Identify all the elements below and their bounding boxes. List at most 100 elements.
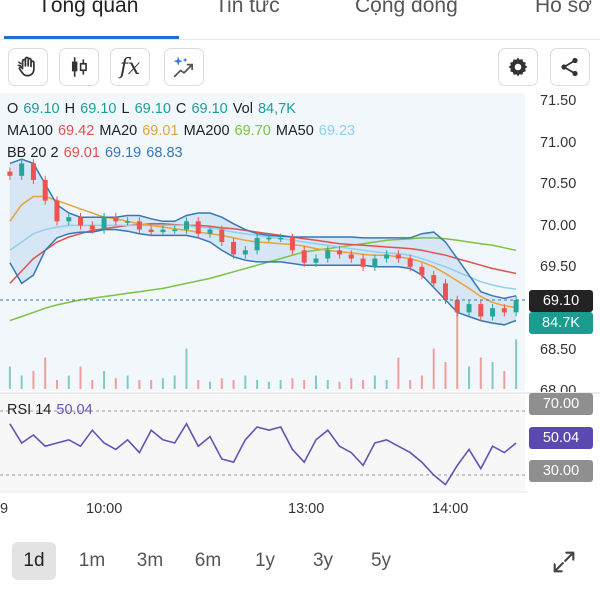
tab-bar: Tổng quan Tin tức Cộng đồng Hồ sơ (0, 0, 600, 40)
ma50-line (9, 224, 517, 290)
range-5y-button[interactable]: 5y (370, 550, 392, 571)
candle-body (125, 221, 131, 223)
volume-bar (385, 380, 388, 389)
range-3m-button[interactable]: 3m (136, 550, 164, 571)
chart-type-button[interactable] (59, 48, 99, 86)
expand-icon[interactable] (550, 548, 578, 576)
candle-body (66, 217, 72, 222)
candle-body (384, 254, 390, 259)
ma20-value: 69.01 (142, 123, 179, 139)
price-chart[interactable] (0, 93, 600, 525)
candlestick-icon (71, 57, 87, 77)
volume-value: 84,7K (257, 101, 296, 117)
volume-bar (456, 308, 459, 389)
candle-body (183, 221, 189, 230)
range-3y-button[interactable]: 3y (312, 550, 334, 571)
candle-body (360, 258, 366, 267)
current-price-tag: 69.10 (529, 290, 593, 312)
rsi-value: 50.04 (56, 402, 93, 418)
volume-bar (338, 381, 341, 389)
volume-bar (173, 375, 176, 389)
range-1y-button[interactable]: 1y (254, 550, 276, 571)
range-6m-button[interactable]: 6m (194, 550, 222, 571)
share-button[interactable] (550, 48, 590, 86)
candle-body (395, 254, 401, 259)
volume-bar (420, 375, 423, 389)
volume-bar (491, 362, 494, 389)
bb-label: BB 20 2 (7, 145, 59, 161)
candle-body (113, 217, 119, 222)
high-label: H (64, 101, 76, 117)
volume-bar (291, 378, 294, 389)
ai-magic-icon (173, 56, 194, 78)
candle-body (289, 237, 295, 251)
tab-community[interactable]: Cộng đồng (355, 0, 458, 17)
volume-bar (279, 380, 282, 389)
candle-body (266, 237, 272, 240)
rsi-upper-level-tag: 70.00 (529, 393, 593, 415)
candle-body (337, 250, 343, 255)
rsi-legend: RSI 14 50.04 (7, 402, 94, 418)
volume-bar (468, 366, 471, 389)
ma200-line (9, 237, 517, 322)
share-icon (561, 57, 578, 77)
candle-body (407, 258, 413, 267)
volume-bar (8, 366, 11, 389)
close-value: 69.10 (191, 101, 228, 117)
candle-body (278, 237, 284, 240)
tab-profile[interactable]: Hồ sơ (535, 0, 592, 17)
range-1m-button[interactable]: 1m (78, 550, 106, 571)
bb-middle-value: 69.19 (104, 145, 142, 161)
volume-bar (103, 371, 106, 389)
candle-body (478, 304, 484, 317)
rsi-label: RSI 14 (7, 402, 52, 418)
settings-button[interactable] (498, 48, 538, 86)
volume-label: Vol (232, 101, 253, 117)
candle-body (195, 221, 201, 234)
tab-news[interactable]: Tin tức (215, 0, 280, 17)
rsi-value-tag: 50.04 (529, 427, 593, 449)
volume-bar (79, 366, 82, 389)
gear-icon (508, 57, 528, 77)
candle-body (466, 304, 472, 313)
candle-body (101, 217, 107, 230)
chart-area[interactable]: O 69.10 H 69.10 L 69.10 C 69.10 Vol 84,7… (0, 93, 600, 525)
hand-tool-button[interactable] (8, 48, 48, 86)
current-volume-tag: 84.7K (529, 312, 593, 334)
candle-body (219, 229, 225, 242)
time-axis-label: 14:00 (432, 501, 469, 517)
volume-bar (503, 371, 506, 389)
volume-bar (244, 375, 247, 389)
candle-body (431, 275, 437, 284)
price-axis-label: 70.50 (540, 176, 577, 192)
low-label: L (121, 101, 130, 117)
volume-bar (220, 378, 223, 389)
volume-bar (150, 380, 153, 389)
ma-legend: MA100 69.42 MA20 69.01 MA200 69.70 MA50 … (7, 123, 356, 139)
candle-body (301, 250, 307, 263)
time-axis-label: 10:00 (86, 501, 123, 517)
ma50-value: 69.23 (318, 123, 356, 139)
volume-bar (326, 380, 329, 389)
indicators-button[interactable]: fx (110, 48, 150, 86)
volume-bar (55, 380, 58, 389)
candle-body (78, 217, 84, 226)
ma50-label: MA50 (275, 123, 314, 139)
ai-drawing-button[interactable] (164, 48, 204, 86)
candle-body (30, 163, 36, 180)
ma100-line (9, 223, 517, 284)
tab-overview[interactable]: Tổng quan (38, 0, 139, 17)
close-label: C (175, 101, 187, 117)
candle-body (372, 258, 378, 267)
volume-bar (126, 375, 129, 389)
low-value: 69.10 (134, 101, 171, 117)
candle-body (148, 229, 154, 233)
range-1d-button[interactable]: 1d (12, 542, 56, 580)
candle-body (325, 250, 331, 259)
volume-bar (232, 380, 235, 389)
bollinger-lower-line (9, 228, 517, 326)
candle-body (172, 229, 178, 232)
volume-bar (314, 375, 317, 389)
volume-bar (303, 380, 306, 389)
candle-body (442, 283, 448, 300)
